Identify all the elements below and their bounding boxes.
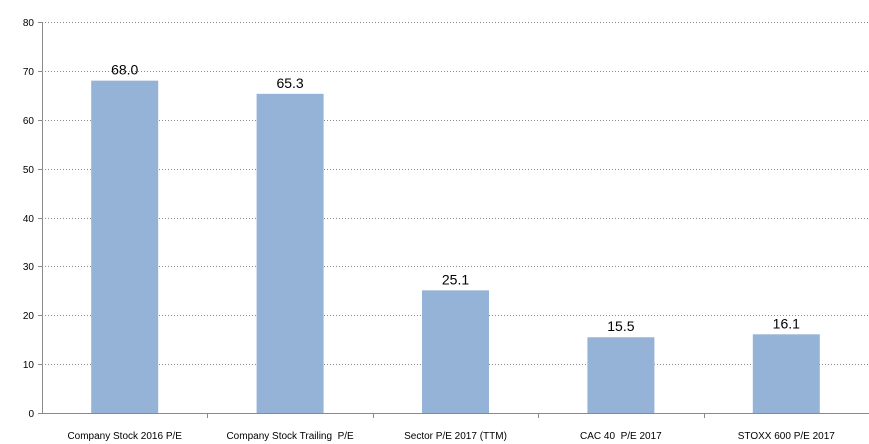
bar-1 — [256, 93, 324, 413]
y-tick-label-60: 60 — [23, 116, 35, 127]
data-label-0: 68.0 — [111, 62, 138, 78]
bar-3 — [587, 337, 655, 413]
category-label-4: STOXX 600 P/E 2017 — [738, 431, 836, 442]
bar-0 — [91, 80, 159, 414]
data-label-4: 16.1 — [773, 315, 800, 331]
category-label-0: Company Stock 2016 P/E — [67, 431, 182, 442]
y-tick-label-0: 0 — [28, 409, 34, 420]
axes — [38, 22, 869, 418]
data-label-1: 65.3 — [276, 75, 303, 91]
y-tick-label-80: 80 — [23, 18, 35, 29]
category-label-2: Sector P/E 2017 (TTM) — [404, 431, 507, 442]
y-tick-label-70: 70 — [23, 67, 35, 78]
y-tick-label-20: 20 — [23, 311, 35, 322]
data-label-3: 15.5 — [607, 318, 634, 334]
category-label-1: Company Stock Trailing P/E — [226, 431, 354, 442]
y-tick-label-40: 40 — [23, 214, 35, 225]
labels: 0 10 20 30 40 50 60 70 80 68.0 Company Stock 2016 … — [23, 18, 835, 442]
y-tick-label-50: 50 — [23, 165, 35, 176]
category-label-3: CAC 40 P/E 2017 — [580, 431, 662, 442]
bar-4 — [752, 334, 820, 413]
bar-2 — [422, 290, 489, 413]
y-tick-label-30: 30 — [23, 262, 35, 273]
bars — [91, 80, 820, 414]
y-tick-label-10: 10 — [23, 360, 35, 371]
data-label-2: 25.1 — [442, 271, 469, 287]
